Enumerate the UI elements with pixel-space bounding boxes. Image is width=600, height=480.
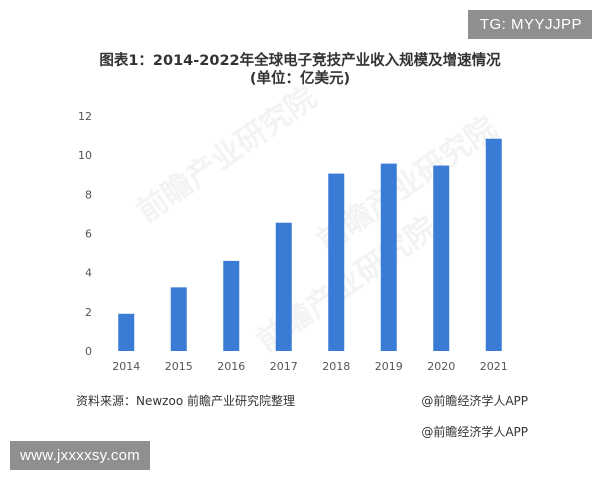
y-tick-label: 0 xyxy=(85,345,92,358)
brand-credit: @前瞻经济学人APP xyxy=(421,394,528,408)
y-tick-label: 12 xyxy=(78,110,92,123)
y-tick-label: 6 xyxy=(85,228,92,241)
x-tick-label: 2014 xyxy=(112,360,140,373)
x-tick-label: 2018 xyxy=(322,360,350,373)
brand-credit-secondary: @前瞻经济学人APP xyxy=(421,425,528,439)
source-note: 资料来源：Newzoo 前瞻产业研究院整理 xyxy=(76,394,295,408)
x-tick-label: 2017 xyxy=(270,360,298,373)
x-tick-label: 2021 xyxy=(480,360,508,373)
x-tick-label: 2016 xyxy=(217,360,245,373)
chart-subtitle: (单位：亿美元) xyxy=(249,71,351,87)
url-watermark-badge: www.jxxxxsy.com xyxy=(10,441,151,470)
x-axis-ticks: 2014 2015 2016 2017 2018 2019 2020 2021 xyxy=(112,360,508,373)
x-tick-label: 2020 xyxy=(427,360,455,373)
bar-2017 xyxy=(275,222,292,351)
chart-title-main: 图表1：2014-2022年全球电子竞技产业收入规模及增速情况 xyxy=(99,53,501,69)
y-tick-label: 2 xyxy=(85,306,92,319)
x-tick-label: 2019 xyxy=(375,360,403,373)
tg-watermark-badge: TG: MYYJJPP xyxy=(467,10,592,39)
y-tick-label: 4 xyxy=(85,267,92,280)
y-axis-ticks: 0 2 4 6 8 10 12 xyxy=(78,110,92,358)
bar-2020 xyxy=(433,165,450,351)
x-tick-label: 2015 xyxy=(165,360,193,373)
y-tick-label: 8 xyxy=(85,188,92,201)
chart-title: 图表1：2014-2022年全球电子竞技产业收入规模及增速情况 (单位：亿美元) xyxy=(60,52,540,88)
bar-2016 xyxy=(223,260,240,351)
bar-2014 xyxy=(118,313,135,351)
bar-2015 xyxy=(170,287,187,351)
bar-2018 xyxy=(328,173,345,351)
y-tick-label: 10 xyxy=(78,149,92,162)
bar-2019 xyxy=(380,163,397,351)
bars xyxy=(118,138,502,351)
bar-2021 xyxy=(485,138,502,351)
